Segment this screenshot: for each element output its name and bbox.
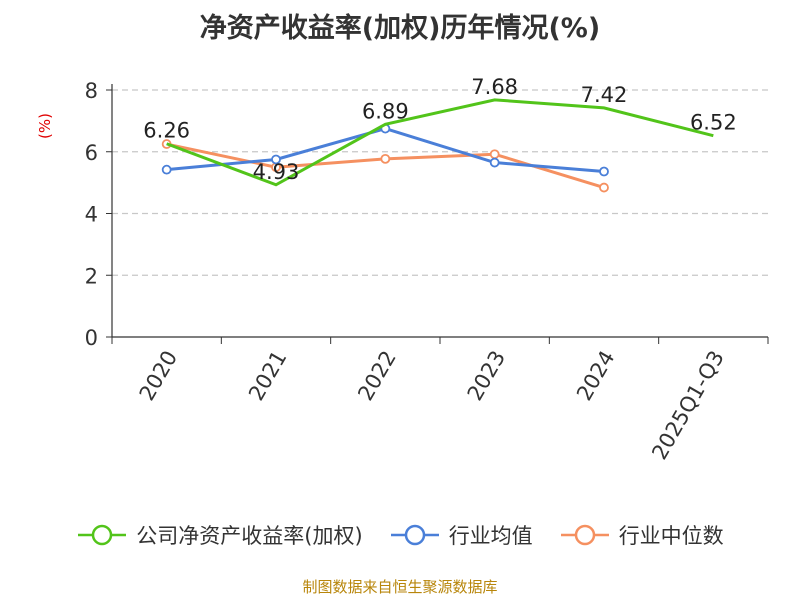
y-tick-label: 6 [85,141,98,165]
data-labels: 6.26 4.93 6.89 7.68 7.42 6.52 [143,75,736,184]
data-point [599,166,609,177]
data-label: 6.26 [143,119,190,143]
chart-title: 净资产收益率(加权)历年情况(%) [199,13,601,44]
y-tick-label: 2 [85,264,98,288]
y-axis-label: (%) [36,113,54,139]
series-lines [161,98,714,193]
data-point [489,149,500,160]
legend-label: 行业均值 [448,524,533,548]
legend-swatch-icon [78,524,127,546]
data-point [380,153,391,164]
x-tick-label: 2021 [244,347,292,405]
y-tick-label: 4 [85,203,98,227]
data-label: 4.93 [253,160,300,184]
y-tick-label: 0 [85,326,98,350]
legend-item[interactable]: 公司净资产收益率(加权) [76,520,363,550]
y-tick-label: 8 [85,79,98,103]
data-label: 6.52 [690,111,737,135]
x-tick-label: 2025Q1-Q3 [647,347,729,464]
data-label: 7.42 [581,83,628,107]
legend-label: 公司净资产收益率(加权) [136,524,363,548]
grid-lines [112,89,768,276]
series-line [166,127,605,174]
legend-label: 行业中位数 [618,524,724,548]
x-tick-label: 2022 [353,347,401,405]
x-tick-label: 2023 [463,346,511,404]
data-label: 7.68 [471,75,518,99]
data-label: 6.89 [362,99,409,123]
data-point [271,154,281,165]
x-tick-label: 2020 [135,347,183,405]
legend-item[interactable]: 行业中位数 [559,520,724,550]
legend-swatch-icon [560,524,609,546]
legend-item[interactable]: 行业均值 [389,520,533,550]
x-tick-label: 2024 [572,347,620,405]
data-point [599,182,609,193]
data-point [161,164,172,175]
legend-swatch-icon [390,524,439,546]
data-point [489,157,500,168]
source-note: 制图数据来自恒生聚源数据库 [302,578,498,596]
legend: 公司净资产收益率(加权) 行业均值 行业中位数 [0,520,800,550]
series-line [166,98,714,187]
